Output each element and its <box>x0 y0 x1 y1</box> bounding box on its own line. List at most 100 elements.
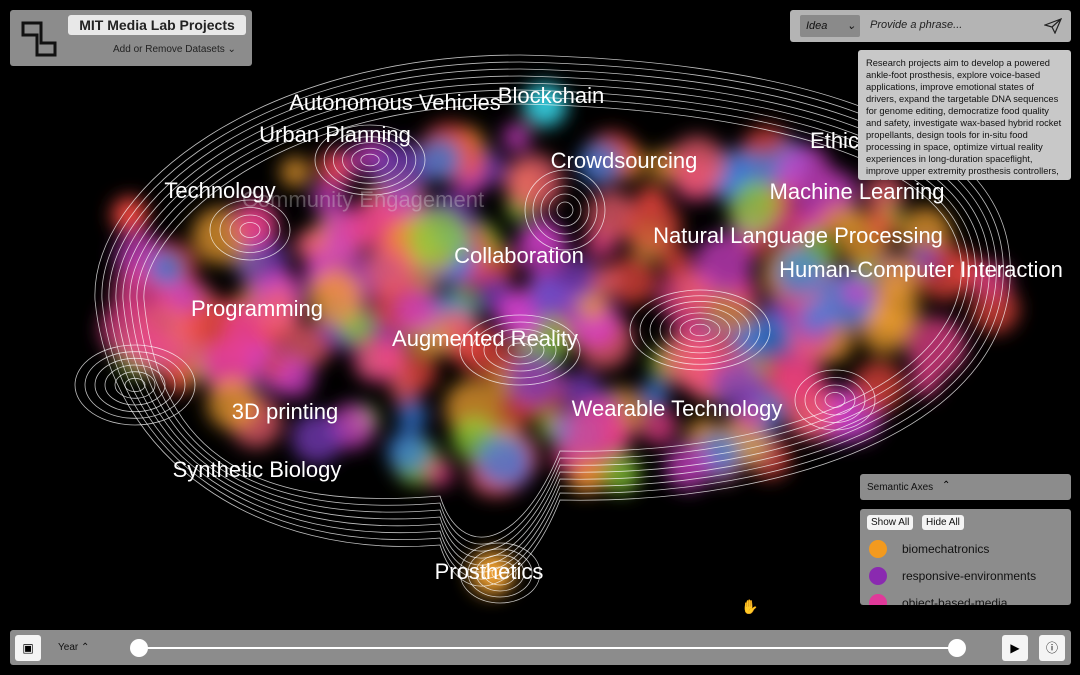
blob <box>424 458 453 488</box>
blob <box>770 208 811 249</box>
cursor: ✋ <box>741 599 758 615</box>
topic-label[interactable]: Crowdsourcing <box>551 148 698 173</box>
contour <box>689 323 711 337</box>
topic-label[interactable]: Urban Planning <box>259 122 411 147</box>
topic-label[interactable]: Human-Computer Interaction <box>779 257 1063 282</box>
contour <box>143 103 962 538</box>
blob <box>279 156 311 188</box>
collapse-icon: ⌃ <box>942 480 951 491</box>
contour <box>94 54 1011 587</box>
contour <box>360 153 380 167</box>
axis-item[interactable]: object-based-media <box>869 593 1007 605</box>
play-button[interactable]: ▶ <box>1002 635 1028 661</box>
topic-label[interactable]: Prosthetics <box>435 559 544 584</box>
timeline-bar: ▣ Year ⌃ ▶ ⓘ <box>10 630 1071 665</box>
topic-label[interactable]: Technology <box>164 178 275 203</box>
contour <box>459 542 541 604</box>
blob <box>125 322 175 372</box>
blob <box>607 255 657 305</box>
blob <box>727 180 781 235</box>
blob <box>310 180 345 215</box>
contour <box>639 295 761 365</box>
topic-label[interactable]: Collaboration <box>454 243 584 268</box>
contour <box>115 75 990 566</box>
contour <box>483 560 517 586</box>
topic-label[interactable]: 3D printing <box>232 399 338 424</box>
project-title[interactable]: MIT Media Lab Projects <box>68 15 246 35</box>
axis-color <box>869 567 887 585</box>
blob <box>397 289 441 333</box>
topic-label[interactable]: Natural Language Processing <box>653 223 943 248</box>
show-all-button[interactable]: Show All <box>867 515 914 530</box>
contour <box>524 169 606 251</box>
blob <box>971 285 1020 334</box>
contour <box>629 289 771 371</box>
topic-label[interactable]: Machine Learning <box>770 179 945 204</box>
blob <box>185 303 230 348</box>
topic-label[interactable]: Synthetic Biology <box>173 457 342 482</box>
blob <box>551 441 584 473</box>
blob <box>852 360 905 413</box>
toolbox-button[interactable]: ▣ <box>15 635 41 661</box>
blob <box>842 276 872 306</box>
blob <box>206 378 259 430</box>
axis-item[interactable]: responsive-environments <box>869 566 1036 586</box>
blob <box>623 197 682 256</box>
contour <box>342 142 398 178</box>
topic-label[interactable]: Community Engagement <box>242 187 484 212</box>
contour <box>491 566 509 580</box>
blob <box>798 301 831 334</box>
mode-select[interactable]: Idea ⌄ <box>800 15 860 37</box>
contour <box>114 371 156 399</box>
blob <box>639 406 678 445</box>
axis-label: object-based-media <box>902 596 1008 605</box>
axis-color <box>869 540 887 558</box>
topic-label[interactable]: Blockchain <box>498 83 604 108</box>
semantic-axes-header[interactable]: Semantic Axes ⌃ <box>860 474 1071 500</box>
contour <box>649 301 751 359</box>
contour <box>475 554 525 592</box>
contour <box>804 377 866 423</box>
axis-color <box>869 594 887 605</box>
blob-layer <box>100 83 1020 595</box>
topic-label[interactable]: Programming <box>191 296 323 321</box>
topic-label[interactable]: Wearable Technology <box>572 396 783 421</box>
year-toggle[interactable]: Year ⌃ <box>58 642 90 653</box>
blob <box>769 350 823 403</box>
datasets-button[interactable]: Add or Remove Datasets ⌄ <box>113 44 236 55</box>
blob <box>502 122 532 152</box>
blob <box>407 208 468 268</box>
blob <box>578 141 623 186</box>
logo[interactable] <box>21 21 57 57</box>
topic-label[interactable]: Autonomous Vehicles <box>289 90 501 115</box>
contour <box>74 344 196 426</box>
phrase-input[interactable]: Provide a phrase... <box>870 19 963 31</box>
blob <box>591 265 621 295</box>
slider-handle-start[interactable] <box>130 639 148 657</box>
blob <box>865 206 898 240</box>
semantic-axes-panel: Show All Hide All biomechatronics respons… <box>860 509 1071 605</box>
hide-all-button[interactable]: Hide All <box>922 515 964 530</box>
topic-labels: Autonomous Vehicles Blockchain Urban Pla… <box>164 83 1063 584</box>
contour <box>209 199 291 261</box>
blob <box>640 379 669 409</box>
contour <box>814 384 856 416</box>
info-button[interactable]: ⓘ <box>1039 635 1065 661</box>
blob <box>712 360 766 414</box>
contour <box>124 377 146 393</box>
slider-handle-end[interactable] <box>948 639 966 657</box>
blob <box>476 433 530 488</box>
blob <box>665 443 713 490</box>
topic-label[interactable]: Augmented Reality <box>392 326 578 351</box>
blob <box>274 358 315 398</box>
mode-label: Idea <box>806 20 828 32</box>
contour <box>467 548 533 598</box>
contour <box>351 147 389 173</box>
send-icon[interactable] <box>1044 18 1062 34</box>
contour <box>129 89 976 552</box>
slider-track <box>140 647 958 649</box>
blob <box>506 351 562 407</box>
axis-item[interactable]: biomechatronics <box>869 539 989 559</box>
